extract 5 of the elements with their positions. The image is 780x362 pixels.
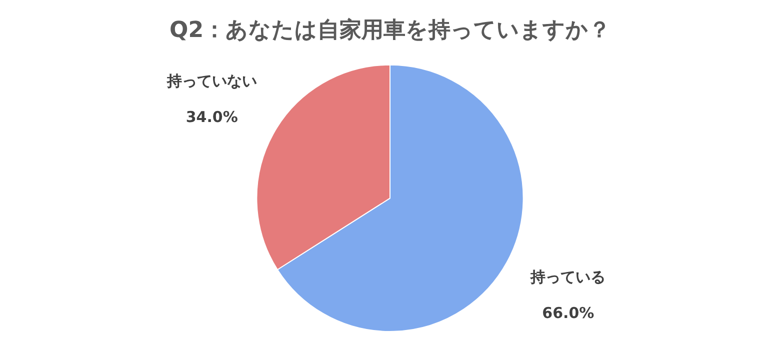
data-label: 34.0%: [186, 108, 238, 126]
data-label: 66.0%: [542, 304, 594, 322]
chart-title: Q2：あなたは自家用車を持っていますか？: [169, 16, 611, 43]
slice-label: 持っている: [530, 268, 606, 286]
slice-label: 持っていない: [166, 72, 257, 90]
